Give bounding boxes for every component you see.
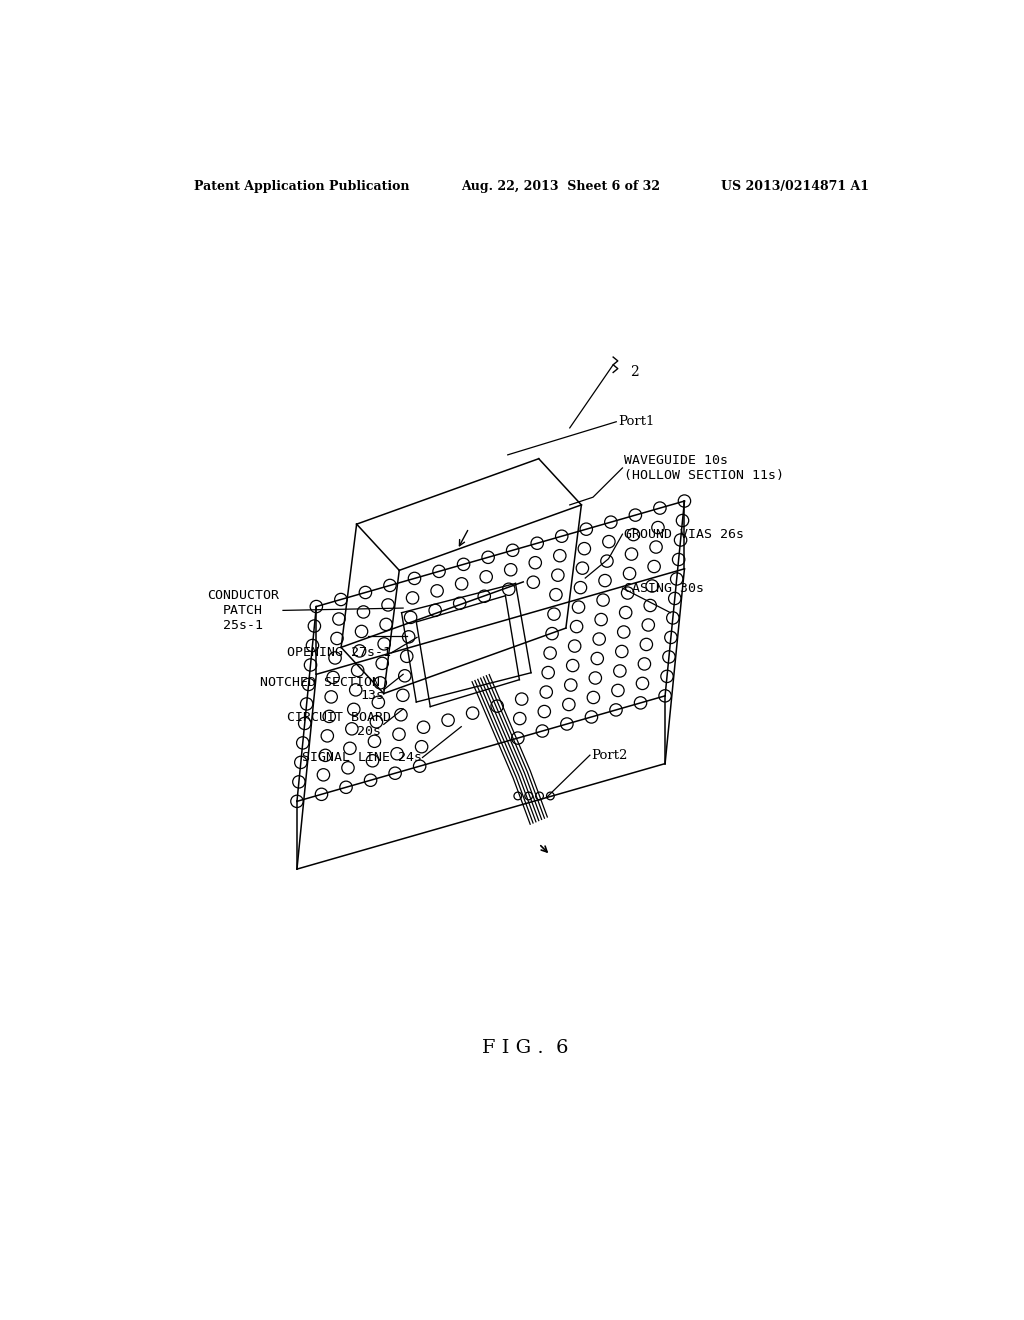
Text: F I G .  6: F I G . 6 [481,1039,568,1057]
Text: Port1: Port1 [617,416,654,428]
Text: (HOLLOW SECTION 11s): (HOLLOW SECTION 11s) [624,469,784,482]
Text: OPENING 27s-1: OPENING 27s-1 [287,647,391,659]
Text: 25s-1: 25s-1 [222,619,263,631]
Text: 13s: 13s [360,689,384,702]
Text: SIGNAL LINE 24s: SIGNAL LINE 24s [302,751,422,764]
Text: Aug. 22, 2013  Sheet 6 of 32: Aug. 22, 2013 Sheet 6 of 32 [461,181,660,194]
Text: NOTCHED SECTION: NOTCHED SECTION [260,676,380,689]
Text: 2: 2 [630,366,639,379]
Text: PATCH: PATCH [222,603,263,616]
Text: Port2: Port2 [592,748,628,762]
Text: 20s: 20s [356,725,381,738]
Text: CONDUCTOR: CONDUCTOR [207,589,279,602]
Text: CASING 30s: CASING 30s [624,582,705,594]
Text: CIRCUIT BOARD: CIRCUIT BOARD [287,711,391,723]
Text: GROUND VIAS 26s: GROUND VIAS 26s [624,528,744,541]
Text: WAVEGUIDE 10s: WAVEGUIDE 10s [624,454,728,467]
Text: US 2013/0214871 A1: US 2013/0214871 A1 [721,181,869,194]
Text: Patent Application Publication: Patent Application Publication [194,181,410,194]
